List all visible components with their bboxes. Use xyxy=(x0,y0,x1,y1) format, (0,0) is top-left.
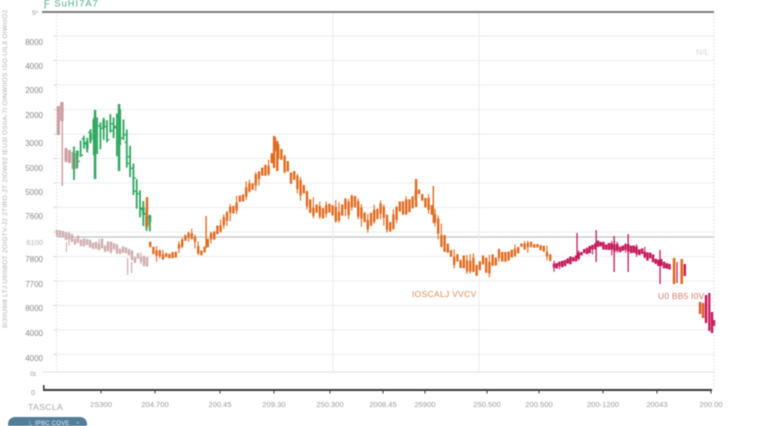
svg-text:8I3IIU9I8 LTJ U9IIi8OT 2OIGTV-: 8I3IIU9I8 LTJ U9IIi8OT 2OIGTV-J2 2TIRO-2… xyxy=(2,9,9,328)
svg-text:7800: 7800 xyxy=(25,255,43,264)
svg-text:×: × xyxy=(76,421,80,426)
svg-text:8000: 8000 xyxy=(25,38,43,47)
svg-text:0ɪ: 0ɪ xyxy=(30,371,37,378)
svg-text:25900: 25900 xyxy=(414,400,435,409)
svg-text:IPBC COVE: IPBC COVE xyxy=(35,421,69,426)
svg-text:3000: 3000 xyxy=(25,139,43,148)
svg-text:209.30: 209.30 xyxy=(262,400,285,409)
svg-text:20043: 20043 xyxy=(646,400,667,409)
svg-text:5º: 5º xyxy=(32,10,39,17)
svg-text:250.500: 250.500 xyxy=(473,400,500,409)
svg-text:5000: 5000 xyxy=(25,188,43,197)
svg-text:7700: 7700 xyxy=(25,280,43,289)
svg-text:Ƒ SuHI7A7: Ƒ SuHI7A7 xyxy=(43,0,99,9)
svg-text:200.45: 200.45 xyxy=(208,400,231,409)
svg-text:IOSCALJ VVCV: IOSCALJ VVCV xyxy=(412,289,477,299)
svg-text:TASCLA: TASCLA xyxy=(28,402,63,412)
svg-text:2008.45: 2008.45 xyxy=(369,400,396,409)
svg-text:2S300: 2S300 xyxy=(90,400,112,409)
svg-text:4000: 4000 xyxy=(25,354,43,363)
svg-text:U0 BB5 I0V: U0 BB5 I0V xyxy=(658,291,705,301)
svg-text:L: L xyxy=(29,421,33,426)
svg-text:6100: 6100 xyxy=(26,238,43,247)
svg-text:8000: 8000 xyxy=(25,304,43,313)
svg-text:200-1200: 200-1200 xyxy=(587,400,619,409)
svg-text:204.700: 204.700 xyxy=(141,400,168,409)
svg-text:0: 0 xyxy=(31,390,35,397)
svg-text:4000: 4000 xyxy=(25,329,43,338)
svg-text:5000: 5000 xyxy=(25,164,43,173)
svg-text:200.00: 200.00 xyxy=(699,400,722,409)
svg-text:4000: 4000 xyxy=(25,62,43,71)
svg-text:250.300: 250.300 xyxy=(316,400,343,409)
svg-text:N/L: N/L xyxy=(696,47,710,57)
svg-text:2000: 2000 xyxy=(25,86,43,95)
svg-text:2000: 2000 xyxy=(25,111,43,120)
svg-text:7600: 7600 xyxy=(25,212,43,221)
svg-text:200.500: 200.500 xyxy=(525,400,552,409)
